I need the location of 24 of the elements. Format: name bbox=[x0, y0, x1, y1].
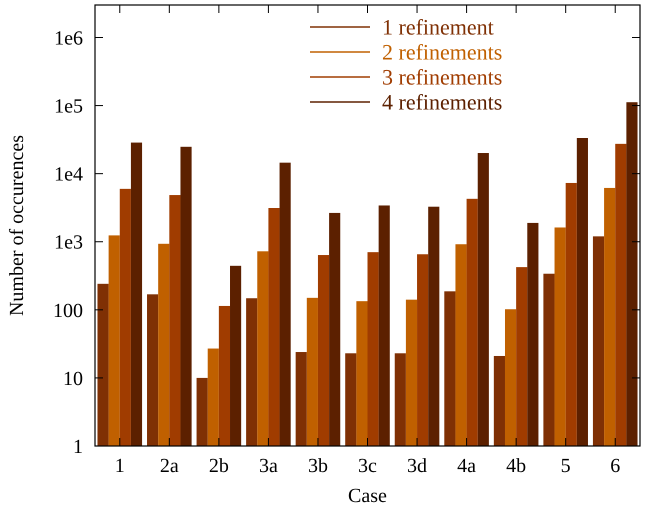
x-tick-label: 3b bbox=[308, 455, 328, 477]
y-tick-label: 1e3 bbox=[54, 232, 83, 254]
y-tick-label: 10 bbox=[63, 368, 83, 390]
x-tick-label: 2a bbox=[160, 455, 179, 477]
y-tick-label: 1e4 bbox=[54, 164, 83, 186]
x-axis-title: Case bbox=[348, 485, 388, 507]
x-tick-label: 3c bbox=[358, 455, 378, 477]
x-tick-label: 3d bbox=[407, 455, 428, 477]
x-tick-label: 2b bbox=[208, 455, 229, 477]
y-tick-label: 100 bbox=[53, 300, 83, 322]
legend-label: 3 refinements bbox=[382, 64, 502, 90]
legend-label: 4 refinements bbox=[382, 90, 502, 115]
y-axis-title: Number of occurences bbox=[6, 134, 28, 316]
x-tick-label: 4a bbox=[457, 455, 476, 477]
legend-label: 1 refinement bbox=[382, 14, 494, 40]
legend-label: 2 refinements bbox=[382, 40, 502, 65]
x-tick-label: 5 bbox=[560, 455, 571, 477]
y-tick-label: 1 bbox=[73, 436, 83, 458]
x-tick-label: 6 bbox=[610, 455, 620, 477]
y-tick-label: 1e5 bbox=[54, 96, 83, 118]
x-tick-label: 4b bbox=[506, 455, 526, 477]
x-tick-label: 1 bbox=[114, 455, 125, 477]
y-tick-label: 1e6 bbox=[54, 27, 83, 50]
x-tick-label: 3a bbox=[258, 455, 278, 477]
